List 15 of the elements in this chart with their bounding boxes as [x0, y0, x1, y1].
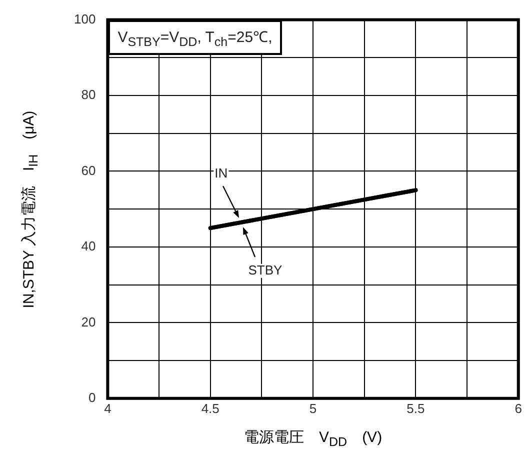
y-tick-label: 20 — [81, 314, 96, 330]
annotation: STBY — [248, 262, 283, 278]
y-tick-label: 40 — [81, 238, 96, 254]
x-tick-label: 4.5 — [201, 400, 220, 416]
x-tick-label: 6 — [514, 400, 522, 416]
annotation: IN — [214, 165, 228, 180]
x-tick-label: 4 — [104, 400, 112, 416]
y-tick-label: 0 — [88, 390, 96, 405]
annotation: V$_{STBY}$=V$_{DD}$, T$_{ch}$=25℃, — [108, 20, 282, 55]
x-tick-label: 5 — [309, 400, 317, 416]
y-tick-label: 80 — [81, 87, 96, 102]
x-tick-label: 5.5 — [406, 400, 425, 416]
text: 電源電圧 V$_{DD}$ (V) — [244, 429, 382, 449]
y-tick-label: 100 — [74, 11, 96, 26]
y-tick-label: 60 — [81, 162, 96, 178]
